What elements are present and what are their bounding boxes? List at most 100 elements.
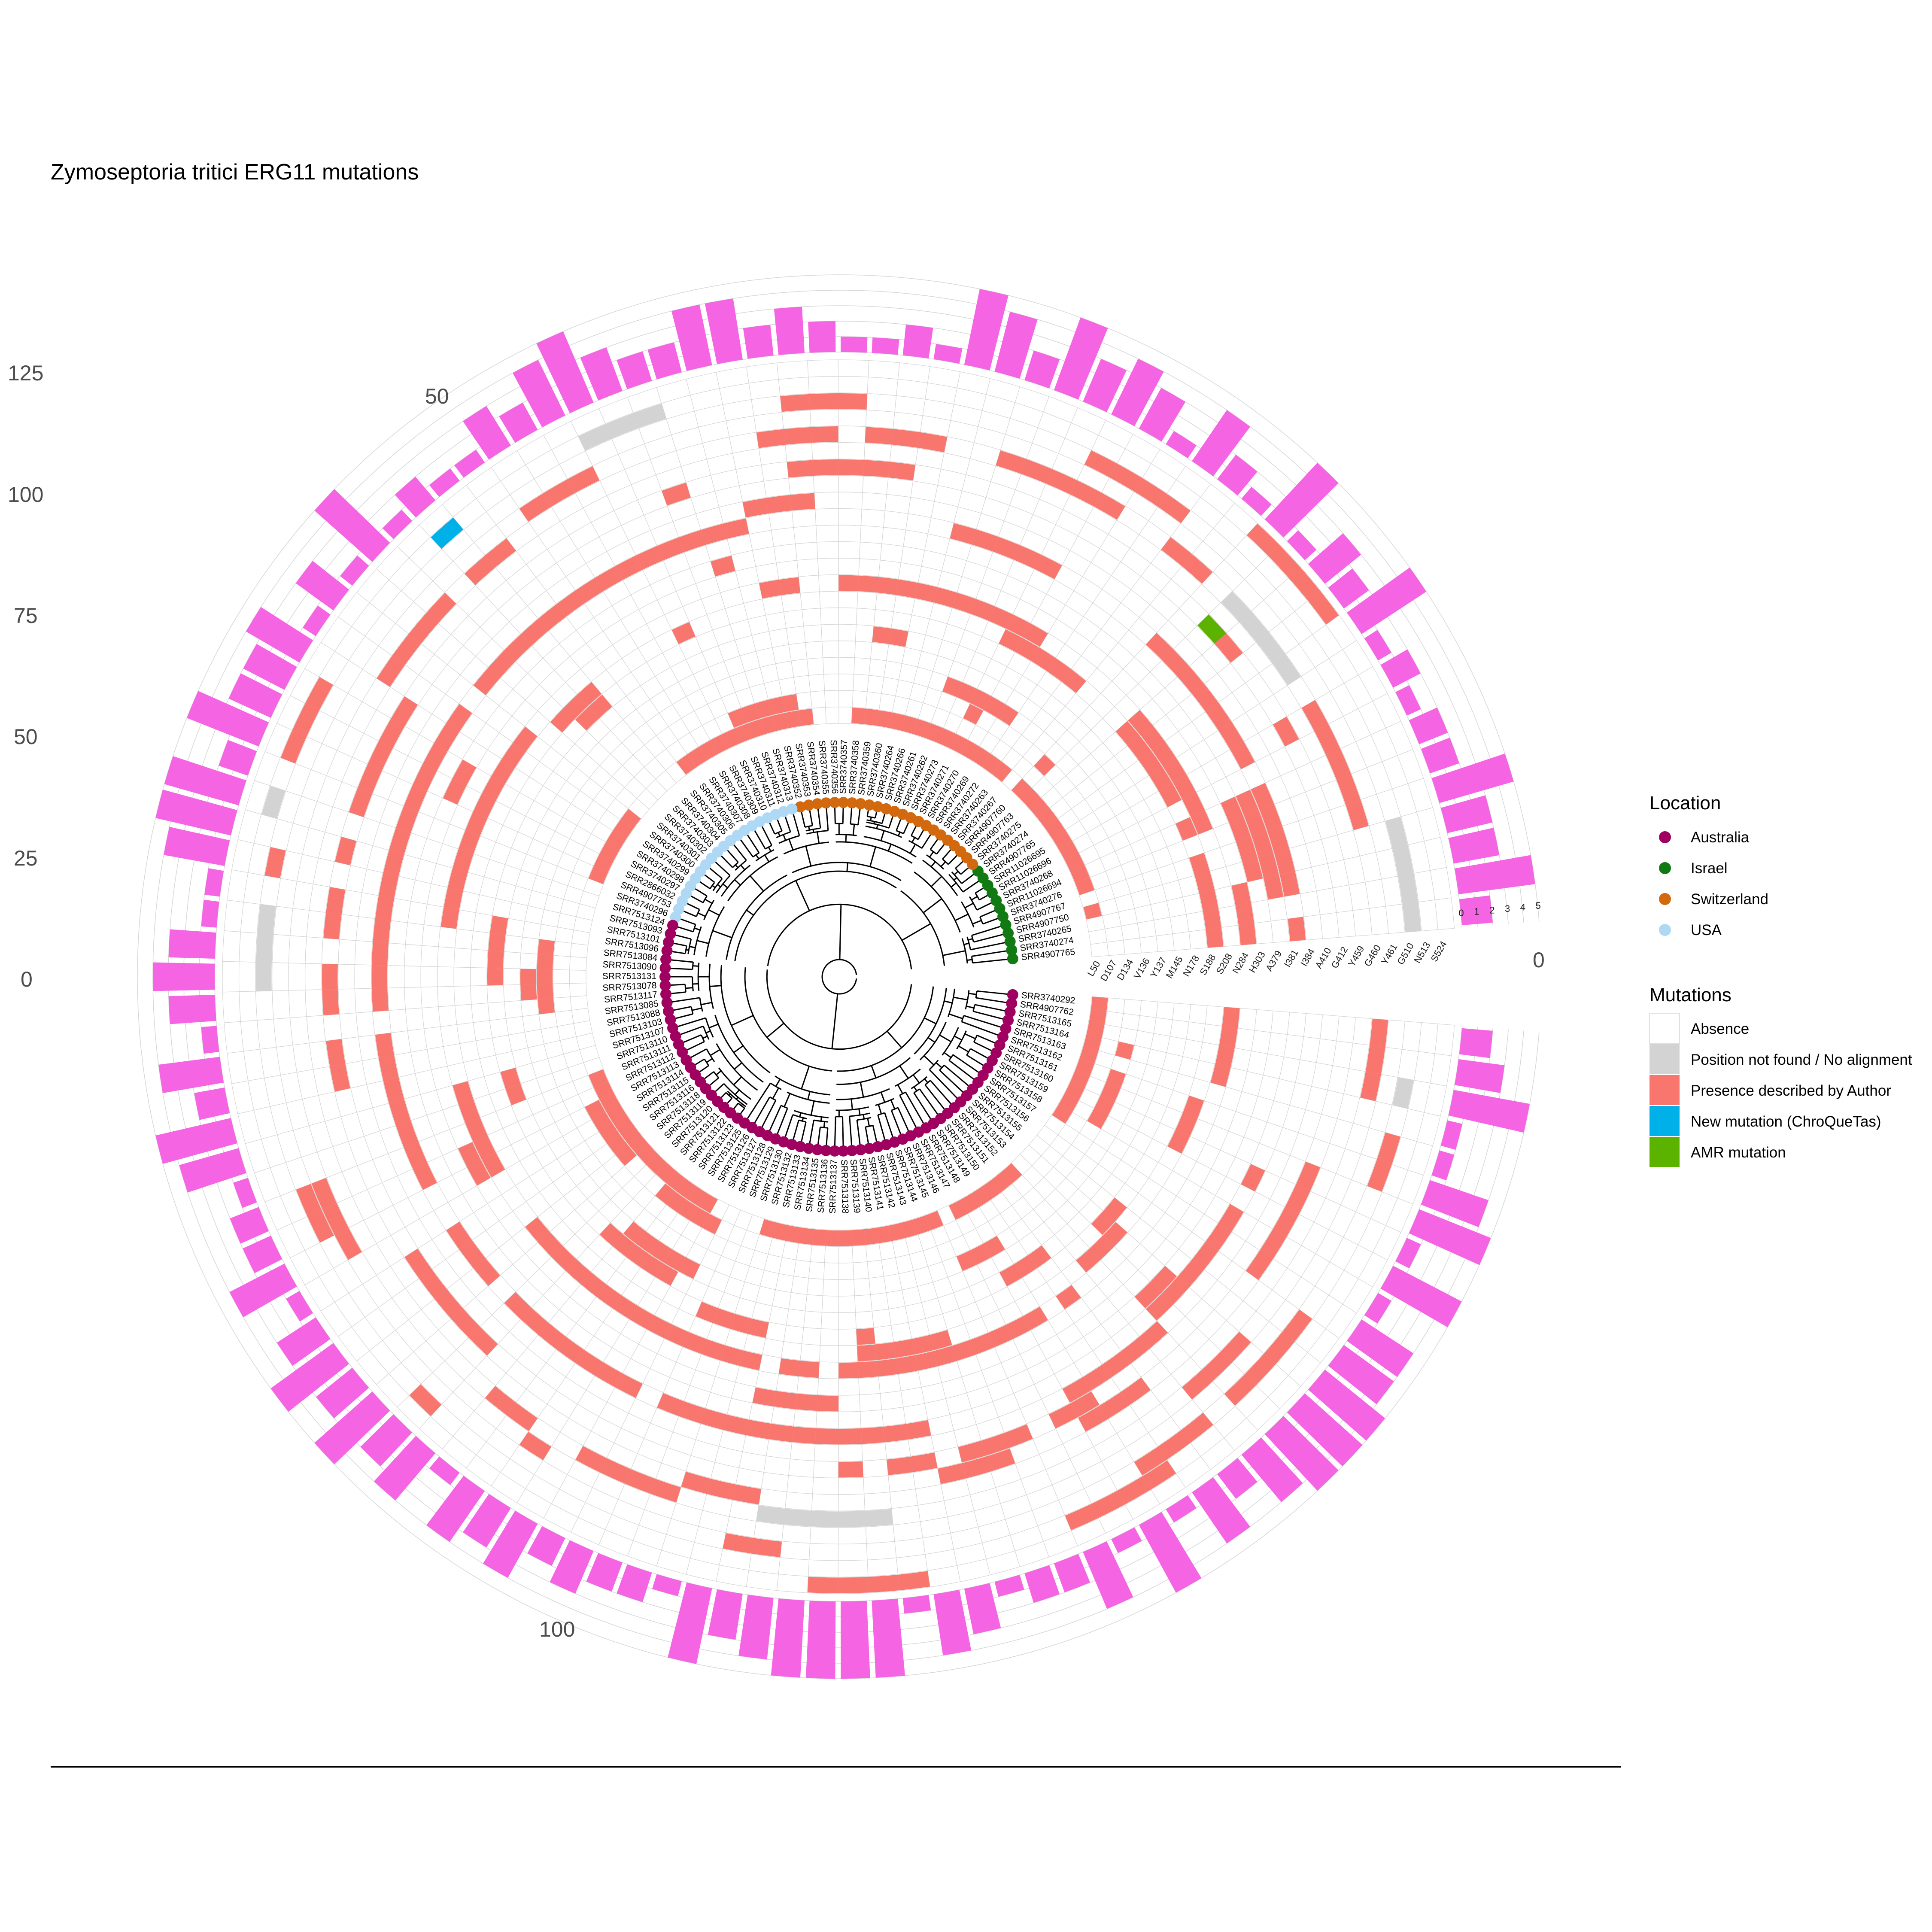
heatmap-grid-cell	[818, 1361, 839, 1379]
tree-arc	[712, 878, 723, 891]
cell-presence	[1065, 853, 1085, 872]
count-bar	[708, 1589, 743, 1640]
cell-presence	[807, 1577, 838, 1593]
count-bar	[158, 1057, 224, 1094]
heatmap-grid-cell	[884, 660, 902, 680]
cell-presence	[1134, 478, 1167, 507]
legend-dot-israel	[1659, 862, 1671, 874]
tree-branch	[691, 922, 696, 925]
tree-branch	[968, 993, 977, 995]
count-bar	[994, 312, 1038, 379]
count-bar	[194, 1088, 230, 1120]
tree-arc	[684, 984, 687, 992]
cell-presence	[863, 460, 890, 478]
cell-presence	[326, 887, 346, 914]
heatmap-grid-cell	[1137, 1015, 1157, 1034]
tree-branch	[893, 1115, 902, 1137]
tree-arc	[696, 909, 700, 917]
tree-arc	[799, 1119, 806, 1123]
cell-presence	[1090, 1235, 1115, 1260]
tree-branch	[958, 1045, 969, 1053]
tree-branch	[952, 1054, 962, 1061]
heatmap-grid-cell	[810, 409, 839, 427]
heatmap-grid-cell	[239, 931, 258, 963]
cell-presence	[1236, 837, 1258, 862]
count-bar	[1111, 358, 1164, 426]
count-bar	[1111, 1527, 1142, 1553]
heatmap-grid-cell	[802, 608, 822, 626]
tree-arc	[878, 1112, 885, 1116]
mutation-position-label: S188	[1197, 952, 1218, 977]
tree-branch	[905, 1091, 913, 1104]
heatmap-grid-cell	[354, 988, 373, 1013]
mutation-position-label: S524	[1428, 939, 1449, 963]
cell-presence	[615, 556, 643, 580]
tree-arc	[703, 899, 715, 920]
tree-branch	[791, 1114, 793, 1118]
cell-presence	[1370, 1018, 1388, 1048]
cell-presence	[911, 1452, 938, 1472]
tip-point	[659, 971, 671, 982]
cell-presence	[889, 712, 905, 731]
heatmap-grid-cell	[813, 1460, 839, 1479]
heatmap-grid-cell	[288, 935, 307, 964]
heatmap-grid-cell	[1188, 929, 1208, 950]
count-bar	[499, 402, 538, 443]
heatmap-grid-cell	[867, 1557, 899, 1577]
cell-presence	[720, 1345, 744, 1366]
cell-presence	[1252, 831, 1273, 857]
cell-presence	[409, 1384, 442, 1416]
cell-presence	[742, 498, 769, 518]
cell-presence	[956, 1250, 977, 1271]
heatmap-grid-cell	[878, 559, 901, 580]
heatmap-grid-cell	[780, 1541, 811, 1560]
cell-presence	[626, 1245, 650, 1267]
count-bar	[243, 1236, 283, 1273]
heatmap-grid-cell	[522, 1014, 541, 1033]
heatmap-grid-cell	[389, 920, 408, 945]
tree-branch	[680, 984, 686, 986]
cell-presence	[595, 566, 623, 592]
cell-presence	[1083, 902, 1102, 920]
cell-presence	[993, 537, 1020, 560]
count-bar	[1440, 1120, 1463, 1150]
tree-branch	[715, 1077, 719, 1081]
tree-branch	[857, 1128, 861, 1148]
heatmap-grid-cell	[859, 542, 882, 561]
heatmap-grid-cell	[881, 527, 906, 547]
cell-presence	[992, 1171, 1012, 1192]
heatmap-grid-cell	[1336, 1015, 1356, 1044]
cell-presence	[599, 1223, 623, 1246]
cell-presence	[389, 828, 411, 855]
cell-presence	[949, 1200, 968, 1220]
cell-presence	[613, 1234, 636, 1258]
cell-presence	[1206, 702, 1232, 730]
count-bar	[463, 1494, 511, 1548]
cell-presence	[999, 1264, 1022, 1287]
tree-branch	[973, 939, 983, 943]
heatmap-grid-cell	[553, 996, 572, 1013]
count-bar	[395, 477, 436, 518]
tree-branch	[975, 890, 979, 894]
heatmap-grid-cell	[776, 360, 809, 380]
cell-presence	[389, 1099, 411, 1126]
heatmap-grid-cell	[783, 1324, 804, 1344]
heatmap-grid-cell	[867, 1260, 884, 1279]
cell-not-found	[256, 962, 272, 991]
heatmap-grid-cell	[795, 542, 818, 561]
heatmap-grid-cell	[838, 1477, 865, 1495]
cell-presence	[877, 1358, 899, 1377]
cell-presence	[1087, 1108, 1108, 1129]
heatmap-grid-cell	[471, 1002, 490, 1023]
cell-presence	[1258, 853, 1279, 878]
angular-tick-100: 100	[539, 1617, 575, 1641]
heatmap-grid-cell	[354, 940, 373, 966]
tip-point	[663, 1005, 674, 1017]
heatmap-grid-cell	[255, 990, 274, 1021]
tree-branch	[706, 1058, 713, 1063]
heatmap-grid-cell	[305, 936, 324, 964]
cell-presence	[792, 1426, 816, 1444]
count-bar	[229, 1264, 297, 1318]
cell-presence	[671, 622, 696, 644]
heatmap-grid-cell	[473, 1020, 493, 1041]
